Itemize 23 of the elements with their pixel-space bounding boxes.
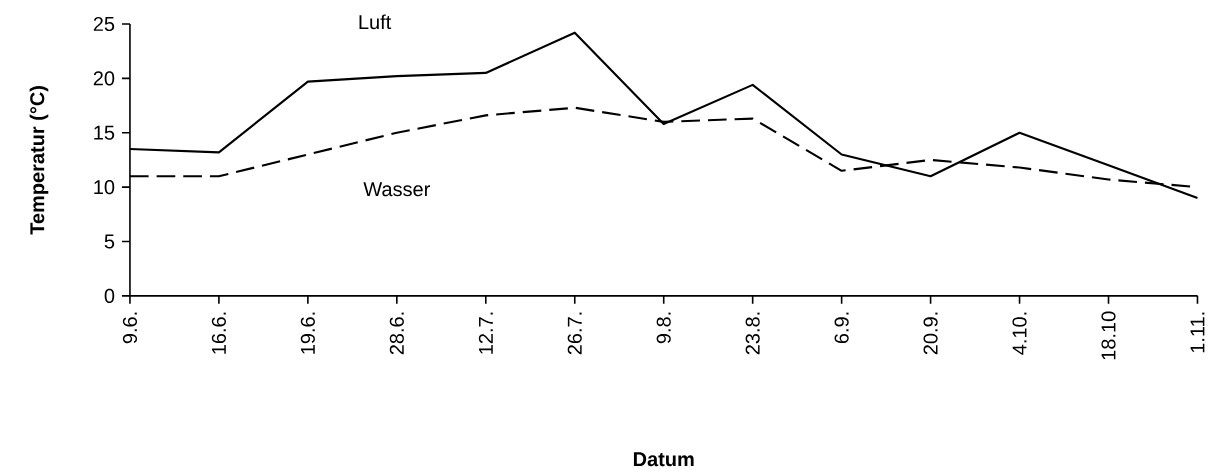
x-axis-title: Datum: [633, 452, 694, 467]
x-tick-label: 1.11.: [1190, 312, 1205, 353]
x-tick-label: 26.7.: [567, 312, 582, 355]
x-tick-label: 9.8.: [656, 312, 671, 344]
x-tick-label: 18.10: [1101, 311, 1116, 360]
y-tick-label: 5: [104, 234, 115, 249]
text: Luft: [359, 14, 392, 30]
x-tick-label: 28.6.: [389, 312, 404, 355]
y-tick-label: 25: [93, 16, 115, 32]
y-tick-label: 20: [93, 71, 115, 86]
x-tick-label: 19.6.: [300, 312, 315, 354]
y-tick-label: 15: [94, 125, 115, 140]
y-axis-title: Temperatur (°C): [29, 86, 49, 235]
y-tick-label: 10: [94, 180, 115, 195]
x-tick-label: 12.7.: [478, 312, 493, 354]
x-tick-label: 9.6.: [122, 312, 138, 344]
x-tick-label: 23.8.: [745, 312, 760, 355]
y-tick-label: 0: [104, 288, 115, 303]
x-tick-label: 6.9.: [834, 312, 849, 344]
x-tick-label: 4.10.: [1012, 312, 1027, 355]
x-tick-label: 20.9.: [923, 312, 938, 355]
text: Wasser: [363, 182, 430, 197]
x-tick-label: 16.6.: [211, 312, 226, 354]
